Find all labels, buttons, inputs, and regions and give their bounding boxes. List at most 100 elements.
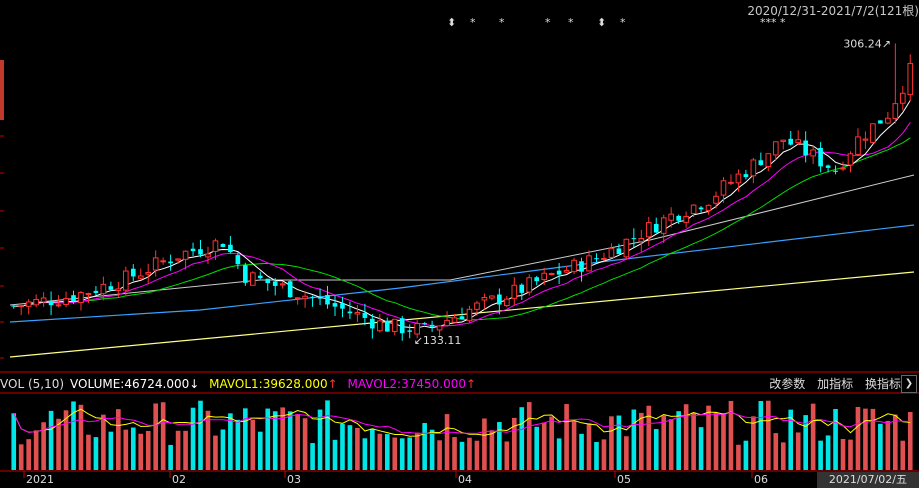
volume-bar [347,425,353,470]
volume-bar [175,430,181,470]
volume-bar [541,422,547,470]
volume-bar [736,444,741,470]
switch-indicator-button[interactable]: 换指标 [864,377,901,391]
volume-bar [295,414,300,470]
candle-body [265,278,271,284]
candle-body [556,270,562,275]
x-axis: 2021 02 03 04 05 06 [0,472,919,488]
high-price-label: 306.24↗ [843,37,891,50]
candle-body [279,283,286,286]
candle-body [690,204,697,215]
change-params-button[interactable]: 改参数 [769,377,806,391]
candle-body [78,292,84,304]
add-indicator-button[interactable]: 加指标 [817,377,854,391]
candle-body [683,216,689,223]
volume-bar [765,400,771,470]
volume-bar [900,440,906,470]
volume-bar [370,428,375,470]
volume-bar [429,429,435,470]
ma-60-line [9,174,915,306]
scroll-right-icon[interactable]: ❯ [901,375,917,393]
volume-bar [86,434,91,470]
volume-bar [631,409,637,470]
candle-body [765,153,772,168]
candle-body [354,312,361,315]
x-label-03: 03 [287,473,301,486]
volume-bar [362,438,368,470]
volume-bar [108,431,114,470]
volume-bar [56,418,61,470]
mavol1-line [13,408,911,437]
vol-indicator-name: VOL (5,10) [0,377,65,391]
volume-bar [198,400,203,470]
candle-body [743,174,749,178]
volume-bar [893,414,898,470]
volume-bar [609,416,614,470]
candle-body [399,318,405,334]
volume-bar [340,423,345,470]
volume-bar [399,438,405,470]
volume-bar [26,439,31,470]
candle-body [788,138,794,145]
candle-body [85,292,92,295]
volume-bar [848,439,853,470]
candle-body [601,257,607,260]
candle-body [340,303,345,309]
event-marker-icon: * [499,16,505,29]
candle-body [71,295,76,302]
candle-body [847,153,854,166]
volume-bar [355,427,360,470]
volume-bar [683,404,689,470]
volume-bar [706,405,711,470]
candle-body [892,103,899,119]
candle-body [497,294,502,305]
volume-bar [855,406,861,470]
candle-body [294,297,301,300]
volume-bar [444,414,450,470]
candle-body [855,136,861,156]
candle-body [579,261,584,272]
volume-bar [564,404,569,470]
candle-body [466,308,473,322]
volume-bar [638,412,644,470]
candle-body [631,238,637,240]
volume-bar [616,415,622,470]
candle-body [190,248,196,252]
volume-bar [885,420,891,470]
volume-bar [168,444,173,470]
volume-bar [459,441,465,470]
volume-bar [414,432,420,470]
volume-bar [250,419,256,470]
volume-bar [795,432,801,470]
volume-bar [467,437,472,470]
volume-bar [549,416,554,470]
volume-bar [422,423,427,470]
volume-bar [71,401,76,470]
candle-body [287,281,293,298]
volume-bar [840,438,846,470]
candle-body [504,298,510,306]
candle-body [212,240,219,252]
volume-bar [272,411,278,470]
volume-bar [661,415,667,470]
volume-bar [437,440,442,470]
candle-body [795,139,802,144]
mavol2-value: MAVOL2:37450.000 [347,377,467,391]
candle-body [780,139,787,142]
candle-body [810,149,816,157]
volume-bar [519,407,525,470]
candle-body [370,318,375,329]
candle-body [645,222,652,238]
candle-body [152,257,159,271]
volume-bar [788,409,794,470]
volume-bar [668,419,674,470]
candle-body [608,247,615,258]
candle-body [414,323,420,335]
volume-bar [11,413,17,470]
volume-bar [235,419,241,470]
volume-bar [870,408,876,470]
candle-body [100,283,107,295]
candle-body [623,238,630,258]
volume-bar [751,416,756,470]
